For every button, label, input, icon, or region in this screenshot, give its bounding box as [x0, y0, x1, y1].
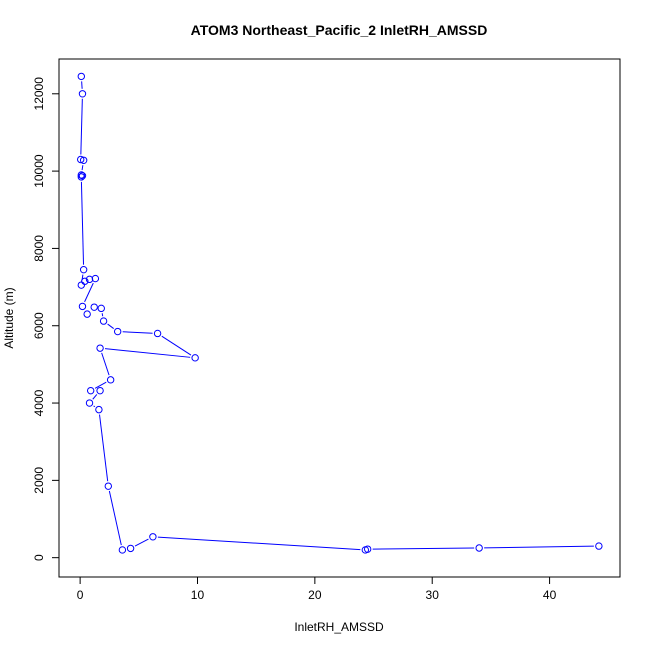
- chart-title: ATOM3 Northeast_Pacific_2 InletRH_AMSSD: [191, 22, 488, 38]
- series-line-segment: [108, 490, 122, 546]
- y-tick-label: 6000: [32, 312, 46, 339]
- data-point: [126, 544, 135, 553]
- x-tick-label: 0: [77, 588, 84, 602]
- data-point: [85, 399, 94, 407]
- data-point: [118, 546, 127, 554]
- data-point: [79, 156, 88, 164]
- y-tick-label: 2000: [32, 467, 46, 494]
- data-point: [83, 310, 91, 318]
- data-point: [153, 329, 162, 338]
- data-point: [81, 277, 89, 285]
- data-point: [595, 542, 603, 550]
- data-point: [91, 274, 100, 283]
- data-point: [90, 303, 98, 311]
- y-tick-label: 0: [32, 554, 46, 561]
- data-point: [77, 72, 85, 81]
- x-tick-label: 30: [426, 588, 440, 602]
- series-line-segment: [372, 547, 475, 550]
- series-line-segment: [484, 545, 594, 549]
- series-line-segment: [134, 538, 149, 547]
- x-axis: 0 10 20 30 40: [77, 576, 557, 602]
- data-point: [106, 376, 115, 384]
- data-point: [77, 155, 85, 164]
- series-line-segment: [84, 282, 94, 303]
- series-line-segment: [161, 335, 192, 356]
- series-line-segment: [157, 536, 361, 551]
- series-line-segment: [94, 381, 107, 389]
- series-line-segment: [93, 405, 96, 408]
- series-line-segment: [80, 181, 85, 265]
- data-point: [77, 171, 85, 179]
- data-point: [363, 545, 372, 553]
- x-axis-label: InletRH_AMSSD: [294, 620, 384, 634]
- series-line-segment: [122, 331, 153, 334]
- series-line-segment: [99, 414, 109, 482]
- data-point: [104, 482, 112, 490]
- data-point: [149, 533, 157, 541]
- data-point: [475, 544, 483, 552]
- data-point: [78, 90, 87, 98]
- data-point: [86, 386, 95, 395]
- data-point: [99, 317, 108, 325]
- series-line-segment: [107, 323, 114, 329]
- data-point: [97, 304, 105, 313]
- series-line-segment: [101, 313, 104, 317]
- x-tick-label: 40: [543, 588, 557, 602]
- data-point: [79, 265, 88, 274]
- data-point: [78, 172, 87, 180]
- x-tick-label: 10: [191, 588, 205, 602]
- series-line-segment: [105, 348, 191, 358]
- series-line-segment: [92, 394, 98, 400]
- data-point: [95, 405, 103, 414]
- x-tick-label: 20: [308, 588, 322, 602]
- data-series: [77, 72, 603, 554]
- data-point: [113, 327, 122, 336]
- series-line-segment: [101, 352, 110, 376]
- y-tick-label: 10000: [32, 154, 46, 188]
- series-line-segment: [80, 98, 83, 155]
- y-axis-label: Altitude (m): [2, 287, 16, 348]
- y-tick-label: 12000: [32, 77, 46, 111]
- y-tick-label: 8000: [32, 235, 46, 262]
- y-tick-label: 4000: [32, 389, 46, 416]
- data-point: [77, 173, 85, 181]
- data-point: [96, 344, 104, 352]
- data-point: [96, 386, 104, 395]
- series-line-segment: [81, 81, 83, 89]
- series-line-segment: [81, 165, 84, 171]
- data-point: [191, 354, 199, 362]
- y-axis: 0 2000 4000 6000 8000 10000 12000: [32, 77, 60, 561]
- data-point: [78, 302, 87, 311]
